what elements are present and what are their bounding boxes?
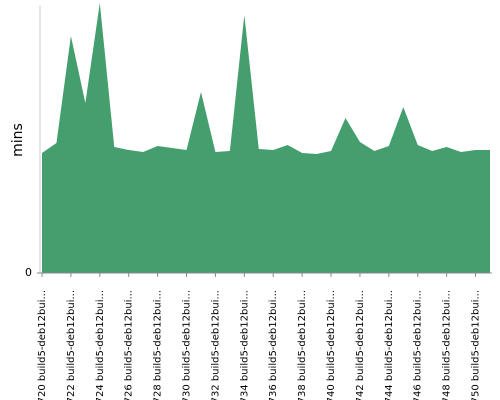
x-tick-label: #744 build5-deb12bui... [384,290,395,400]
x-tick-label: #748 build5-deb12bui... [442,290,453,400]
x-tick-label: #738 build5-deb12bui... [297,290,308,400]
y-tick-label: 0 [25,266,32,279]
x-tick-label: #726 build5-deb12bui... [124,290,135,400]
x-tick-label: #722 build5-deb12bui... [66,290,77,400]
x-tick-label: #740 build5-deb12bui... [326,290,337,400]
area [42,3,490,273]
x-tick-label: #734 build5-deb12bui... [239,290,250,400]
x-tick-label: #736 build5-deb12bui... [268,290,279,400]
x-tick-label: #750 build5-deb12bui... [471,290,482,400]
x-tick-label: #724 build5-deb12bui... [95,290,106,400]
x-tick-label: #746 build5-deb12bui... [413,290,424,400]
y-axis-label: mins [10,123,26,157]
x-tick-label: #728 build5-deb12bui... [153,290,164,400]
x-tick-label: #742 build5-deb12bui... [355,290,366,400]
x-tick-label: #720 build5-deb12bui... [37,290,48,400]
x-tick-label: #730 build5-deb12bui... [182,290,193,400]
x-tick-label: #732 build5-deb12bui... [210,290,221,400]
